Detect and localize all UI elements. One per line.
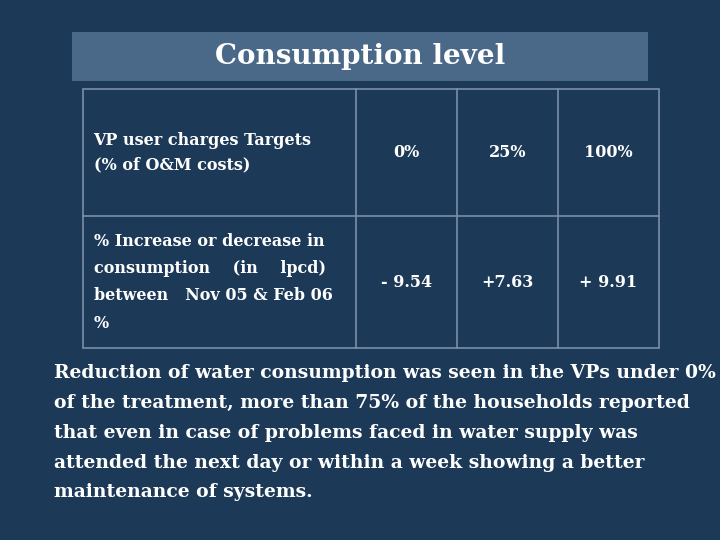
Text: - 9.54: - 9.54	[381, 274, 433, 291]
Text: VP user charges Targets
(% of O&M costs): VP user charges Targets (% of O&M costs)	[94, 132, 312, 173]
FancyBboxPatch shape	[72, 32, 648, 81]
Bar	[83, 89, 659, 348]
Text: 100%: 100%	[584, 144, 633, 161]
Text: % Increase or decrease in
consumption    (in    lpcd)
between   Nov 05 & Feb 06
: % Increase or decrease in consumption (i…	[94, 233, 333, 332]
Text: attended the next day or within a week showing a better: attended the next day or within a week s…	[54, 454, 644, 471]
Text: 25%: 25%	[489, 144, 526, 161]
Text: of the treatment, more than 75% of the households reported: of the treatment, more than 75% of the h…	[54, 394, 690, 412]
Text: that even in case of problems faced in water supply was: that even in case of problems faced in w…	[54, 424, 638, 442]
Text: + 9.91: + 9.91	[580, 274, 637, 291]
Text: 0%: 0%	[394, 144, 420, 161]
Text: Reduction of water consumption was seen in the VPs under 0%: Reduction of water consumption was seen …	[54, 364, 716, 382]
Text: maintenance of systems.: maintenance of systems.	[54, 483, 312, 501]
Text: +7.63: +7.63	[482, 274, 534, 291]
Text: Consumption level: Consumption level	[215, 43, 505, 70]
